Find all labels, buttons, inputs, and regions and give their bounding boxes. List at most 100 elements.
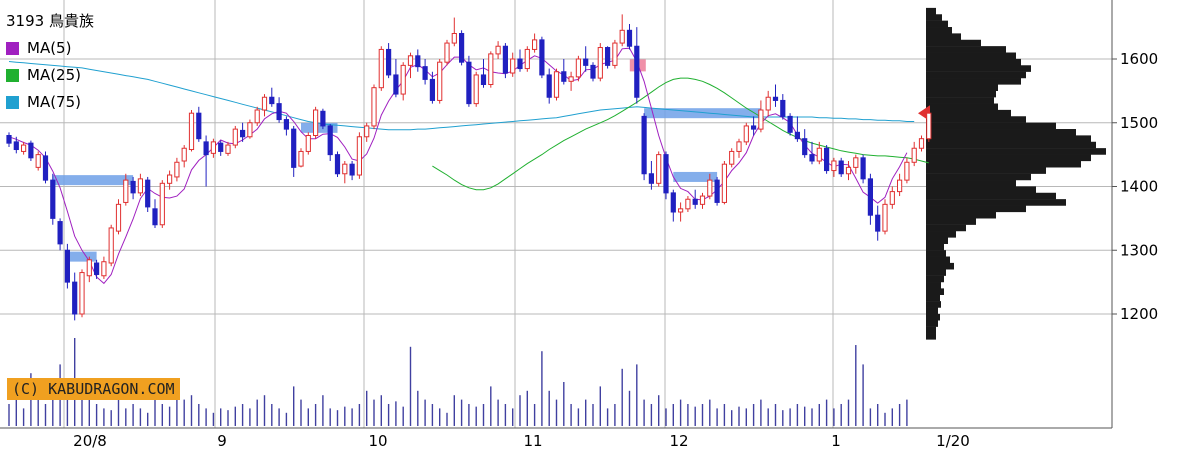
x-tick-label: 10 bbox=[368, 432, 387, 450]
candle-body bbox=[130, 180, 136, 194]
candle bbox=[269, 87, 275, 107]
candle bbox=[656, 151, 662, 187]
candle-body bbox=[743, 125, 749, 143]
candle-body bbox=[327, 125, 333, 156]
candle-body bbox=[94, 262, 100, 275]
candle-body bbox=[21, 144, 27, 152]
candle-body bbox=[291, 128, 297, 168]
candle bbox=[510, 52, 516, 77]
candle-body bbox=[860, 157, 866, 180]
candle-body bbox=[167, 174, 173, 184]
candle bbox=[159, 180, 165, 228]
candle bbox=[298, 148, 304, 168]
candle-body bbox=[918, 138, 925, 149]
candle bbox=[670, 189, 676, 222]
profile-bar bbox=[926, 180, 1016, 187]
candle bbox=[466, 55, 472, 107]
profile-bar bbox=[926, 33, 961, 40]
candle bbox=[342, 161, 348, 184]
y-tick-labels: 1200 1300 1400 1500 1600 bbox=[1112, 50, 1158, 323]
candle bbox=[42, 151, 49, 184]
profile-bar bbox=[926, 52, 1016, 60]
profile-bar bbox=[926, 167, 1046, 174]
candle bbox=[305, 132, 311, 155]
candle bbox=[897, 173, 903, 197]
candle bbox=[327, 124, 333, 161]
candle bbox=[13, 136, 19, 154]
candle-body bbox=[356, 136, 362, 176]
x-tick-label: 11 bbox=[523, 432, 542, 450]
candle-body bbox=[276, 103, 282, 121]
profile-bar bbox=[926, 294, 940, 302]
candle bbox=[35, 151, 41, 171]
candle-body bbox=[707, 179, 713, 197]
candle bbox=[729, 148, 735, 168]
profile-bar bbox=[926, 90, 996, 98]
candle-body bbox=[64, 249, 71, 283]
x-tick-label: 20/8 bbox=[73, 432, 107, 450]
candle bbox=[386, 43, 392, 79]
candle-body bbox=[816, 147, 822, 162]
candle-body bbox=[853, 157, 859, 168]
candle bbox=[50, 173, 56, 225]
profile-bar bbox=[926, 250, 946, 257]
candle bbox=[685, 196, 691, 212]
profile-bar bbox=[926, 154, 1091, 162]
candle bbox=[634, 27, 640, 104]
candle-body bbox=[845, 166, 852, 175]
candle-body bbox=[444, 42, 450, 63]
profile-bar bbox=[926, 307, 938, 315]
candle bbox=[845, 161, 852, 181]
candle bbox=[86, 256, 92, 283]
profile-bar bbox=[926, 256, 950, 264]
candle-body bbox=[802, 138, 808, 156]
candle bbox=[145, 176, 151, 212]
candle bbox=[926, 110, 932, 142]
candle-body bbox=[247, 122, 253, 138]
candle-body bbox=[539, 39, 545, 76]
profile-bar bbox=[926, 333, 936, 340]
volume-profile bbox=[918, 7, 1106, 340]
legend-label-ma75: MA(75) bbox=[27, 93, 81, 111]
profile-bar bbox=[926, 243, 944, 251]
candle-body bbox=[210, 141, 217, 154]
candle bbox=[232, 125, 238, 149]
profile-bar bbox=[926, 27, 952, 34]
candle-body bbox=[546, 74, 552, 98]
profile-bar bbox=[926, 78, 1021, 85]
candle bbox=[546, 68, 552, 104]
candle-body bbox=[670, 192, 676, 213]
candle bbox=[283, 116, 289, 136]
candle-body bbox=[889, 191, 895, 205]
candle bbox=[444, 39, 450, 66]
candle-body bbox=[400, 64, 406, 95]
candle-body bbox=[415, 55, 421, 68]
candle-body bbox=[6, 135, 12, 144]
candle bbox=[860, 154, 866, 184]
x-tick-label: 1 bbox=[831, 432, 841, 450]
candle bbox=[21, 141, 27, 155]
candle bbox=[780, 94, 786, 120]
profile-bar bbox=[926, 39, 981, 47]
candle-body bbox=[79, 272, 85, 315]
candle bbox=[276, 97, 282, 123]
candle bbox=[473, 71, 479, 107]
candle-body bbox=[692, 198, 698, 205]
profile-bar bbox=[926, 122, 1056, 130]
candle bbox=[532, 33, 538, 53]
candle-body bbox=[305, 135, 311, 152]
candle bbox=[721, 161, 727, 205]
candle-body bbox=[466, 61, 472, 105]
profile-bar bbox=[926, 20, 948, 28]
candle bbox=[911, 141, 917, 167]
legend-item-ma5: MA(5) bbox=[6, 35, 94, 62]
candle-body bbox=[123, 179, 129, 203]
candle bbox=[882, 199, 888, 235]
candle-body bbox=[838, 160, 844, 175]
candle-body bbox=[641, 115, 647, 175]
candle bbox=[210, 138, 217, 158]
candle-body bbox=[378, 48, 384, 89]
candle bbox=[802, 129, 808, 158]
candle bbox=[57, 218, 63, 251]
candle bbox=[313, 106, 319, 139]
